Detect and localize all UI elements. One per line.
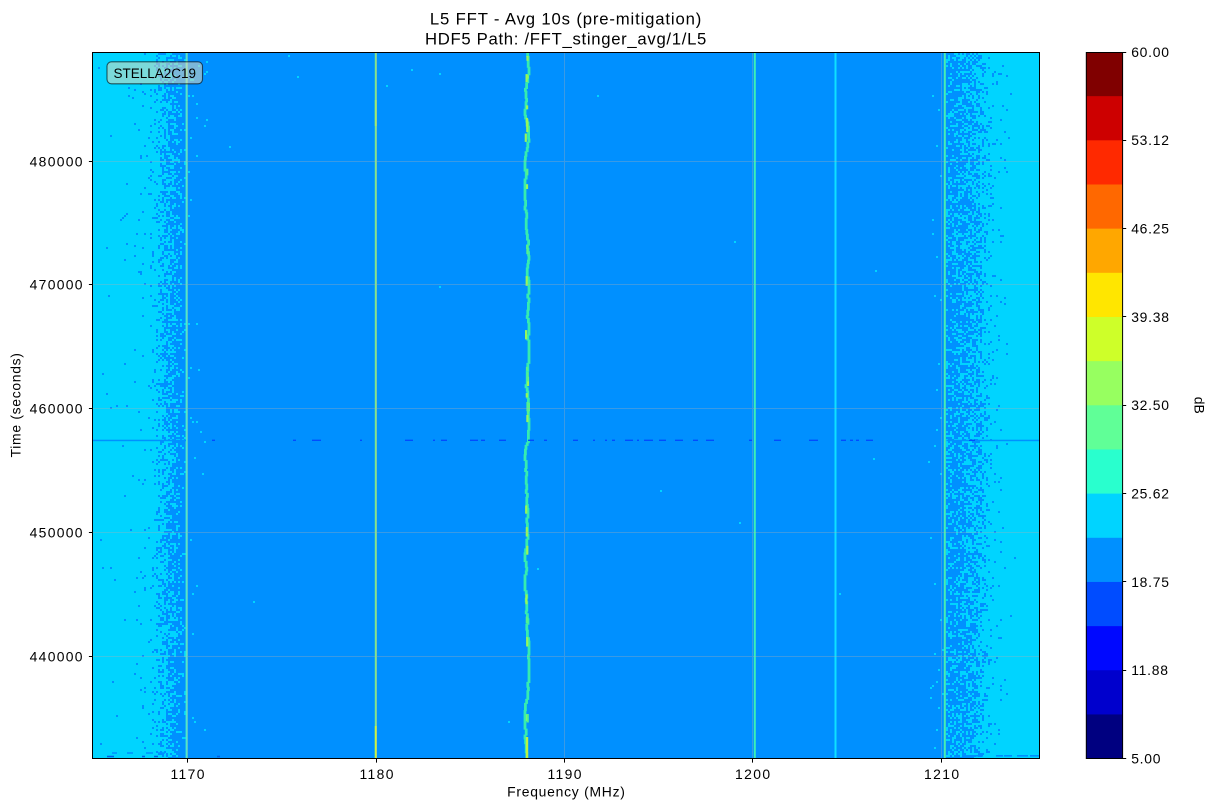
svg-text:440000: 440000 (30, 648, 84, 664)
svg-text:L5 FFT - Avg 10s (pre-mitigati: L5 FFT - Avg 10s (pre-mitigation) (430, 9, 702, 28)
svg-text:1180: 1180 (359, 766, 394, 782)
svg-text:32.50: 32.50 (1131, 397, 1170, 413)
svg-text:1190: 1190 (547, 766, 582, 782)
svg-text:470000: 470000 (30, 276, 84, 292)
svg-text:dB: dB (1192, 397, 1208, 414)
svg-text:STELLA2C19: STELLA2C19 (114, 66, 197, 81)
svg-text:53.12: 53.12 (1131, 132, 1170, 148)
svg-text:1170: 1170 (170, 766, 205, 782)
svg-text:5.00: 5.00 (1131, 751, 1161, 767)
svg-text:1210: 1210 (924, 766, 961, 782)
svg-text:1200: 1200 (735, 766, 772, 782)
svg-text:Time (seconds): Time (seconds) (8, 352, 24, 457)
svg-text:HDF5 Path: /FFT_stinger_avg/1/: HDF5 Path: /FFT_stinger_avg/1/L5 (425, 30, 707, 49)
svg-text:25.62: 25.62 (1131, 486, 1170, 502)
svg-text:11.88: 11.88 (1131, 662, 1168, 678)
svg-text:39.38: 39.38 (1131, 309, 1170, 325)
svg-text:450000: 450000 (30, 524, 84, 540)
svg-text:Frequency (MHz): Frequency (MHz) (507, 783, 626, 799)
svg-text:18.75: 18.75 (1131, 574, 1170, 590)
svg-text:480000: 480000 (30, 153, 84, 169)
svg-text:460000: 460000 (30, 400, 84, 416)
svg-text:60.00: 60.00 (1131, 44, 1170, 60)
svg-text:46.25: 46.25 (1131, 221, 1170, 237)
